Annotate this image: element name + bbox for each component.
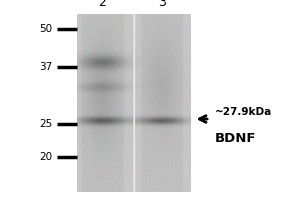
Text: 25: 25 <box>39 119 52 129</box>
Text: 2: 2 <box>98 0 106 9</box>
Text: BDNF: BDNF <box>214 132 256 146</box>
Text: 20: 20 <box>39 152 52 162</box>
Text: ~27.9kDa: ~27.9kDa <box>214 107 272 117</box>
Text: 50: 50 <box>39 24 52 34</box>
Text: 3: 3 <box>158 0 166 9</box>
Text: 37: 37 <box>39 62 52 72</box>
